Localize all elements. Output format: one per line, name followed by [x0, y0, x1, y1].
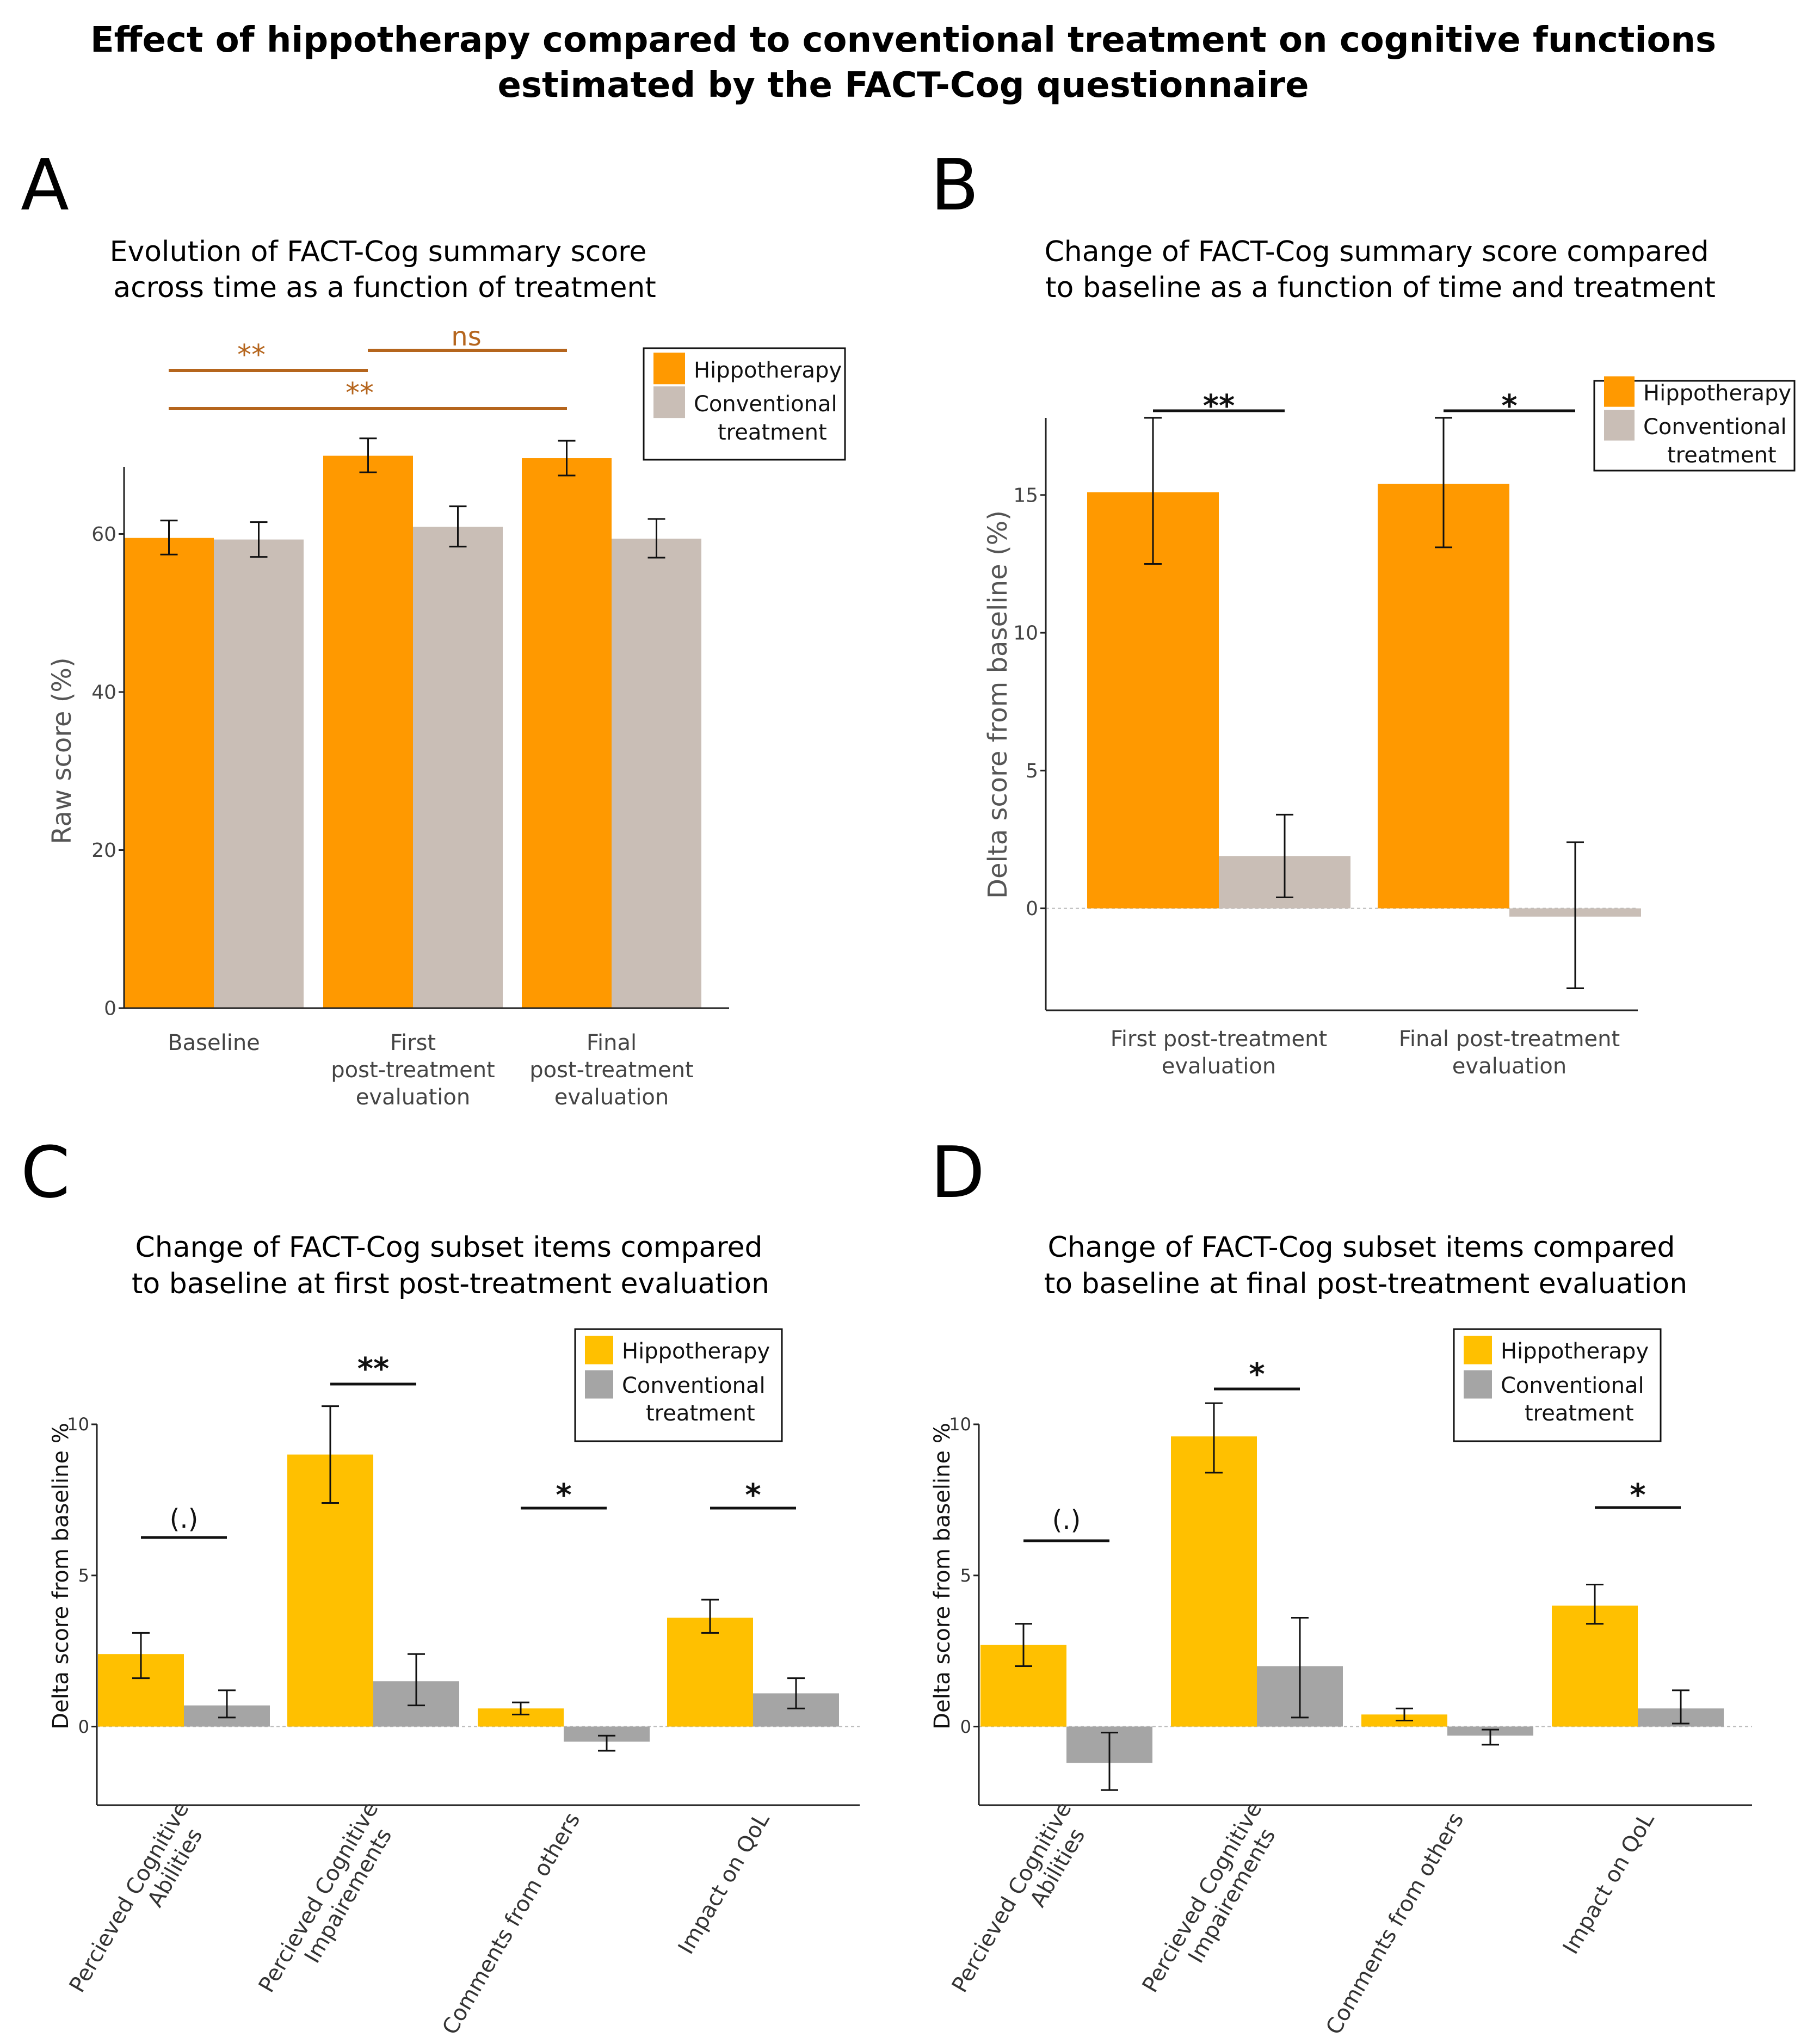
hippotherapy-bar	[1378, 484, 1509, 909]
panel-letter-a: A	[21, 144, 69, 226]
panel-a: Evolution of FACT-Cog summary score acro…	[47, 236, 846, 1110]
y-tick-label: 5	[960, 1565, 971, 1586]
legend-swatch-conventional	[585, 1370, 613, 1399]
legend-label: Hippotherapy	[694, 358, 842, 383]
legend-label: Hippotherapy	[1501, 1339, 1649, 1364]
panel-d-title-line1: Change of FACT-Cog subset items compared	[1047, 1231, 1675, 1264]
x-tick-label: Baseline	[168, 1030, 260, 1055]
x-tick-label: evaluation	[1162, 1054, 1276, 1079]
conventional-bar	[612, 539, 701, 1008]
significance-label: *	[1630, 1478, 1645, 1513]
x-tick-label: Final post-treatment	[1399, 1027, 1620, 1052]
panel-b-y-axis-label: Delta score from baseline (%)	[983, 510, 1013, 899]
panel-letter-d: D	[930, 1131, 985, 1214]
x-tick-label: evaluation	[554, 1085, 669, 1110]
y-tick-label: 40	[91, 682, 116, 704]
significance-label: ns	[451, 322, 481, 352]
legend-label: Hippotherapy	[1643, 381, 1791, 406]
panel-a-y-axis-label: Raw score (%)	[47, 657, 77, 844]
hippotherapy-bar	[1552, 1605, 1638, 1727]
panel-a-title-line2: across time as a function of treatment	[113, 271, 656, 304]
legend-swatch-conventional	[653, 386, 685, 418]
legend-label: Conventional	[1501, 1373, 1644, 1398]
y-tick-label: 5	[1026, 760, 1038, 782]
significance-label: **	[237, 339, 266, 372]
panel-d-title-line2: to baseline at final post-treatment eval…	[1044, 1268, 1687, 1300]
hippotherapy-bar	[1171, 1436, 1257, 1727]
legend-label: treatment	[718, 420, 827, 445]
significance-label: (.)	[170, 1504, 199, 1534]
panel-d-y-axis-label: Delta score from baseline %	[930, 1423, 955, 1730]
legend-label: treatment	[646, 1401, 755, 1426]
significance-label: **	[1203, 388, 1235, 424]
legend-label: Hippotherapy	[622, 1339, 770, 1364]
significance-label: **	[346, 377, 374, 410]
y-tick-label: 0	[1026, 898, 1038, 920]
figure-title-line1: Effect of hippotherapy compared to conve…	[90, 20, 1716, 60]
hippotherapy-bar	[522, 458, 612, 1008]
panel-b: Change of FACT-Cog summary score compare…	[983, 236, 1796, 1079]
x-tick-label: post-treatment	[529, 1058, 693, 1083]
significance-label: *	[556, 1478, 571, 1513]
hippotherapy-bar	[323, 455, 413, 1008]
conventional-bar	[413, 527, 503, 1008]
y-tick-label: 10	[1013, 622, 1038, 645]
y-tick-label: 20	[91, 839, 116, 862]
y-tick-label: 15	[1013, 484, 1038, 507]
panel-letter-b: B	[930, 144, 979, 226]
y-tick-label: 0	[104, 998, 116, 1020]
legend-label: Conventional	[1643, 415, 1787, 440]
legend-label: treatment	[1525, 1401, 1634, 1426]
x-tick-label: First	[390, 1030, 436, 1055]
y-tick-label: 0	[960, 1716, 971, 1737]
panel-b-title-line1: Change of FACT-Cog summary score compare…	[1044, 236, 1709, 268]
panel-c-title-line2: to baseline at first post-treatment eval…	[132, 1268, 769, 1300]
legend-swatch-hippotherapy	[1604, 376, 1635, 407]
x-tick-label: Final	[587, 1030, 637, 1055]
y-tick-label: 60	[91, 523, 116, 546]
x-tick-label: post-treatment	[331, 1058, 495, 1083]
legend-swatch-hippotherapy	[1464, 1336, 1492, 1364]
x-tick-label: evaluation	[356, 1085, 470, 1110]
x-tick-label: First post-treatment	[1111, 1027, 1327, 1052]
significance-label: *	[1501, 388, 1517, 424]
legend-swatch-hippotherapy	[653, 353, 685, 385]
significance-label: (.)	[1052, 1505, 1081, 1535]
panel-c-y-axis-label: Delta score from baseline %	[48, 1423, 73, 1730]
y-tick-label: 0	[78, 1716, 89, 1737]
legend-label: Conventional	[694, 392, 837, 417]
legend-label: treatment	[1667, 443, 1777, 468]
y-tick-label: 5	[78, 1565, 89, 1586]
panel-a-title-line1: Evolution of FACT-Cog summary score	[110, 236, 647, 268]
significance-label: **	[357, 1351, 390, 1387]
panel-b-title-line2: to baseline as a function of time and tr…	[1045, 271, 1716, 304]
significance-label: *	[1249, 1357, 1265, 1392]
panel-letter-c: C	[21, 1131, 70, 1214]
hippotherapy-bar	[124, 538, 214, 1008]
y-tick-label: 10	[949, 1414, 971, 1435]
legend-swatch-hippotherapy	[585, 1336, 613, 1364]
legend-swatch-conventional	[1604, 410, 1635, 441]
legend-swatch-conventional	[1464, 1370, 1492, 1399]
conventional-bar	[214, 539, 304, 1008]
significance-label: *	[745, 1478, 761, 1513]
figure-title-line2: estimated by the FACT-Cog questionnaire	[498, 65, 1309, 106]
panel-c-title-line1: Change of FACT-Cog subset items compared	[135, 1231, 762, 1264]
legend-label: Conventional	[622, 1373, 766, 1398]
y-tick-label: 10	[67, 1414, 89, 1435]
hippotherapy-bar	[667, 1617, 753, 1727]
x-tick-label: evaluation	[1452, 1054, 1567, 1079]
